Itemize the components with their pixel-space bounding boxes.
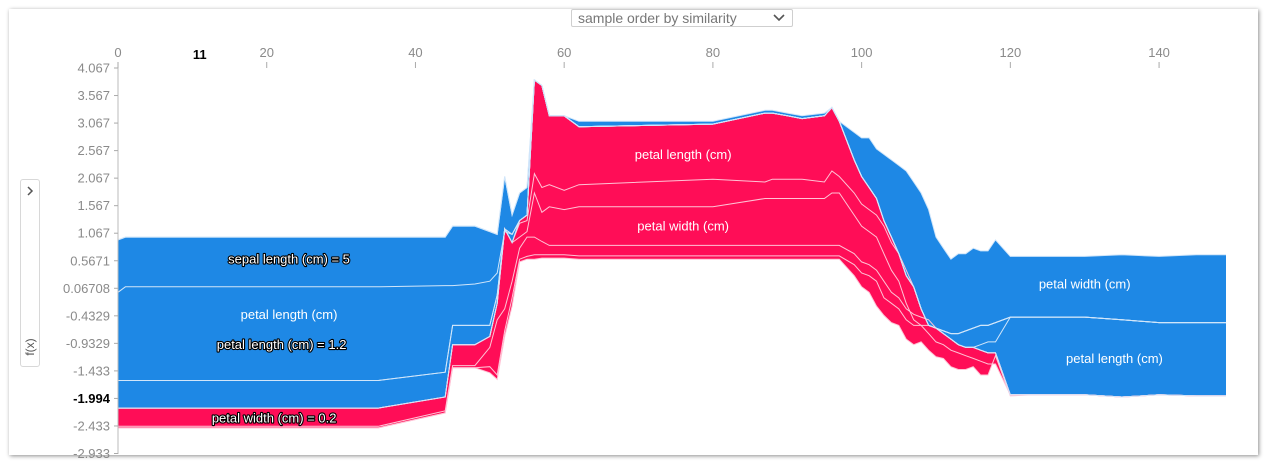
chevron-down-icon xyxy=(773,14,785,22)
feature-label: petal length (cm) xyxy=(1066,351,1163,366)
y-tick-label: -2.933 xyxy=(73,446,110,461)
x-tick-label: 140 xyxy=(1148,45,1170,60)
y-tick-label: 3.567 xyxy=(77,88,110,103)
chevron-right-icon xyxy=(27,186,34,196)
y-tick-label: -1.433 xyxy=(73,363,110,378)
y-tick-label: -0.4329 xyxy=(66,308,110,323)
x-tick-label: 80 xyxy=(706,45,720,60)
feature-area-9 xyxy=(118,80,1226,334)
boundary-line-1 xyxy=(118,254,1226,429)
y-tick-label: 3.067 xyxy=(77,116,110,131)
feature-label: petal width (cm) xyxy=(1039,276,1131,291)
feature-label: petal length (cm) xyxy=(635,147,732,162)
y-axis-label: f(x) xyxy=(23,338,37,356)
y-tick-label: 1.067 xyxy=(77,226,110,241)
x-tick-label: 20 xyxy=(259,45,273,60)
y-tick-label: 2.567 xyxy=(77,143,110,158)
x-highlight-label: 11 xyxy=(193,47,207,62)
x-tick-label: 0 xyxy=(114,45,121,60)
feature-area-4 xyxy=(118,80,1226,409)
x-tick-label: 120 xyxy=(999,45,1021,60)
y-tick-label: 4.067 xyxy=(77,61,110,76)
boundary-line-11 xyxy=(117,79,1226,260)
y-axis-toggle[interactable]: f(x) xyxy=(20,179,40,367)
x-tick-label: 40 xyxy=(408,45,422,60)
feature-area-2 xyxy=(118,193,1226,427)
sample-order-label: sample order by similarity xyxy=(578,10,737,26)
feature-label: petal length (cm) = 1.2 xyxy=(217,337,347,352)
feature-label: petal width (cm) = 0.2 xyxy=(212,410,337,425)
y-tick-label: -0.9329 xyxy=(66,336,110,351)
y-tick-label: 0.06708 xyxy=(63,281,110,296)
y-tick-label: 0.5671 xyxy=(70,253,110,268)
x-tick-label: 60 xyxy=(557,45,571,60)
y-tick-label: -2.433 xyxy=(73,418,110,433)
feature-area-10 xyxy=(118,80,1226,334)
feature-area-6 xyxy=(118,80,1226,409)
y-tick-label: -1.994 xyxy=(73,391,111,406)
feature-area-8 xyxy=(118,80,1226,381)
boundary-line-0 xyxy=(118,257,1226,429)
sample-order-select[interactable]: sample order by similarity xyxy=(571,9,793,27)
feature-label: sepal length (cm) = 5 xyxy=(228,252,350,267)
x-tick-label: 100 xyxy=(851,45,873,60)
y-tick-label: 2.067 xyxy=(77,171,110,186)
feature-label: petal length (cm) xyxy=(241,307,338,322)
y-tick-label: 1.567 xyxy=(77,198,110,213)
feature-label: petal width (cm) xyxy=(637,219,729,234)
